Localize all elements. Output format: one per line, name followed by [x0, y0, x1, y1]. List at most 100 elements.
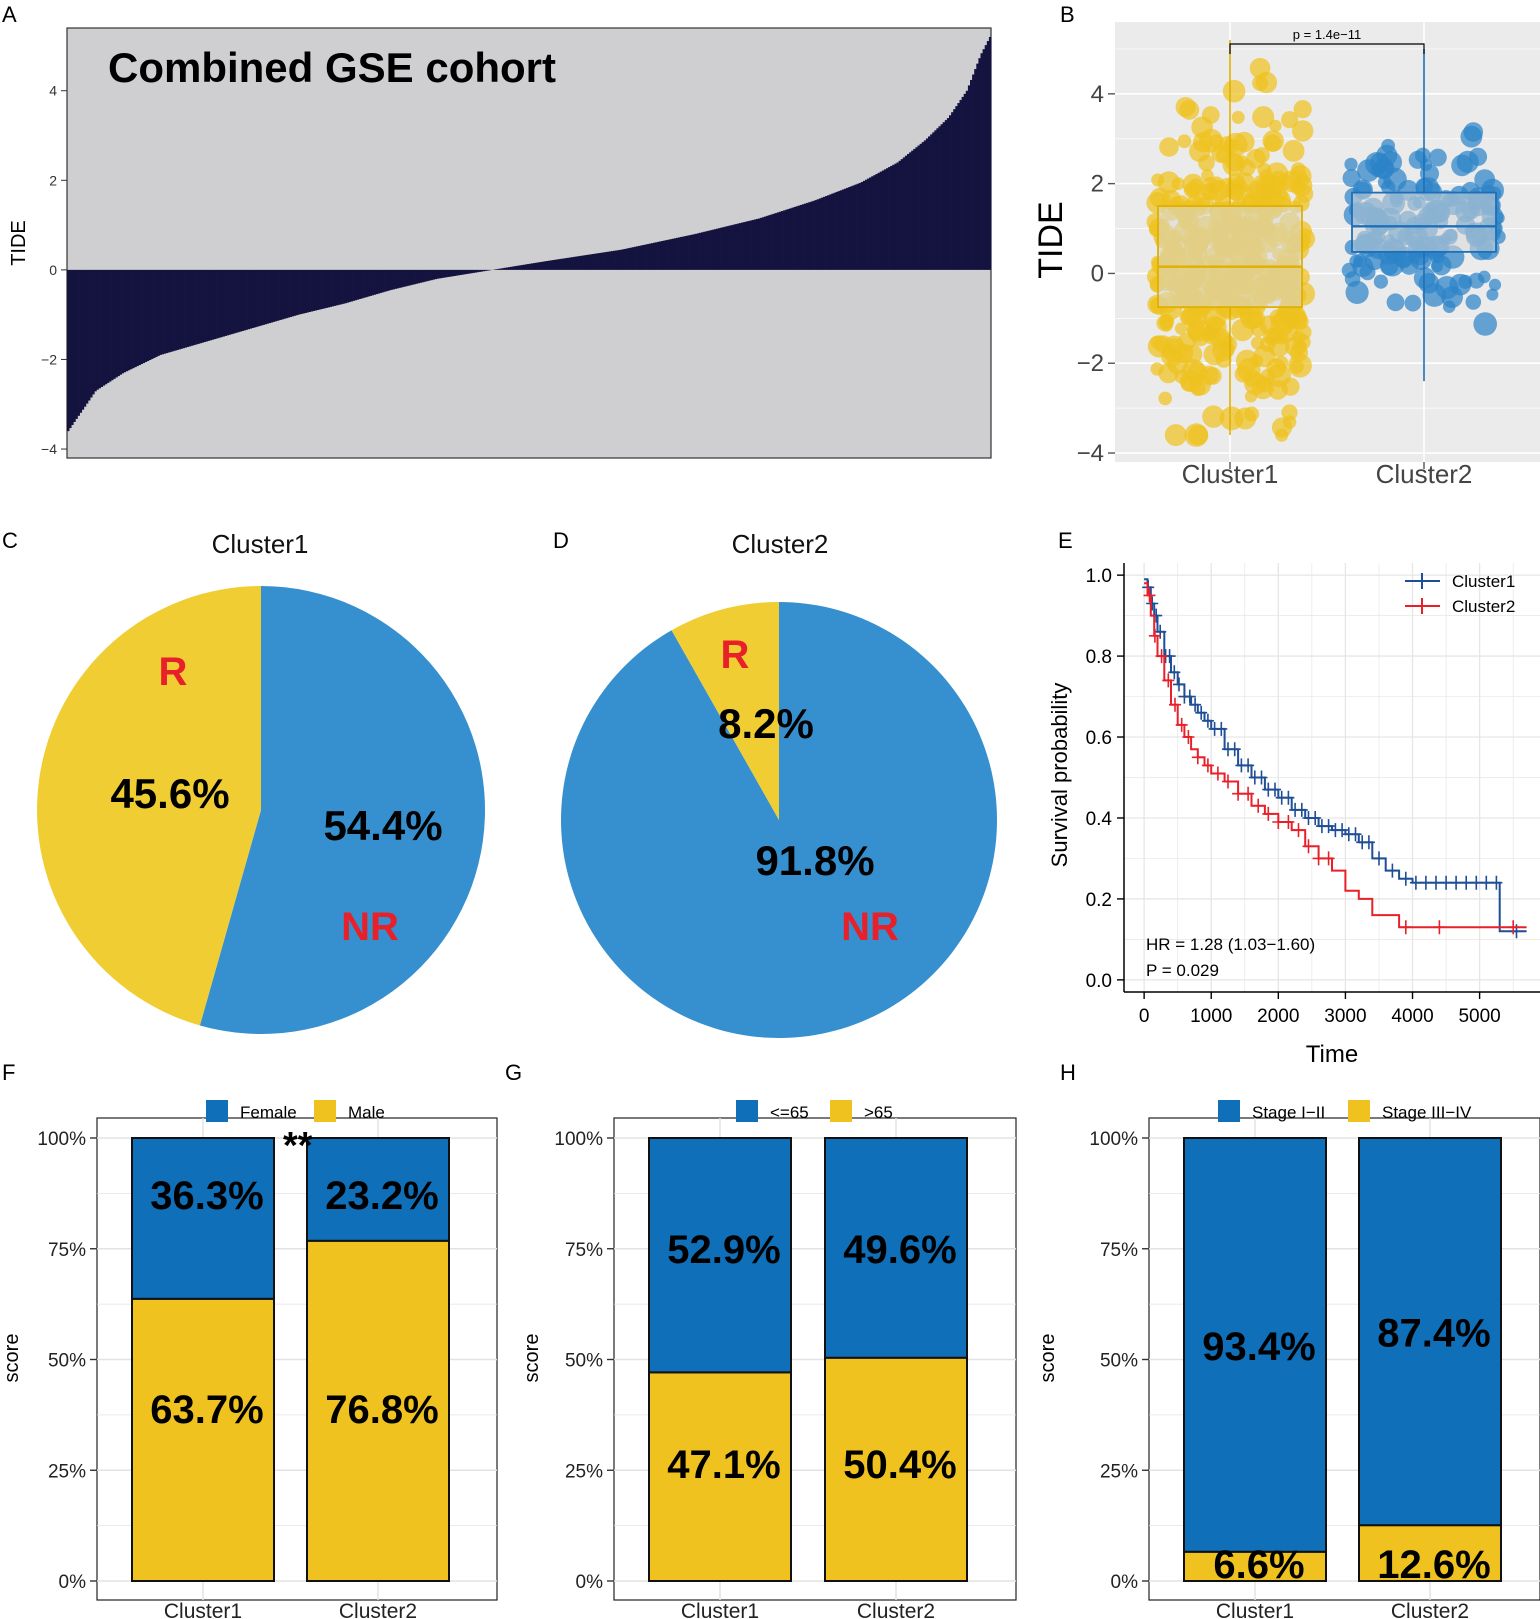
waterfall-bar	[71, 269, 74, 426]
waterfall-bar	[88, 269, 91, 401]
km-censor-mark	[1168, 665, 1181, 680]
stacked-bar-label: 93.4%	[1202, 1325, 1315, 1369]
waterfall-bar	[220, 269, 223, 338]
age-bars: 52.9% 47.1% 49.6% 50.4%	[648, 1137, 968, 1583]
boxplot-point-cluster1	[1243, 369, 1262, 388]
stacked-bar-Female	[306, 1137, 450, 1242]
waterfall-bar	[256, 269, 259, 327]
waterfall-bar	[442, 269, 446, 278]
waterfall-bar	[566, 257, 570, 270]
waterfall-bar	[539, 262, 542, 270]
stacked-y-tick-label: 100%	[1089, 1129, 1138, 1150]
waterfall-bar	[522, 264, 526, 270]
waterfall-bar	[575, 256, 578, 270]
waterfall-bar	[245, 269, 248, 330]
waterfall-bar	[94, 269, 97, 392]
waterfall-bar	[579, 255, 582, 270]
waterfall-bar	[100, 269, 104, 387]
km-censor-mark	[1373, 851, 1385, 866]
waterfall-bar	[585, 254, 589, 270]
waterfall-bar	[749, 220, 752, 270]
waterfall-bar	[478, 269, 482, 272]
waterfall-bar	[417, 269, 421, 284]
waterfall-bar	[900, 159, 904, 270]
waterfall-bar	[568, 257, 572, 270]
waterfall-bar	[468, 269, 471, 274]
waterfall-bar	[428, 269, 431, 281]
pie2-label-nr: NR	[841, 905, 899, 949]
survival-y-tick-label: 0.4	[1086, 809, 1113, 830]
pie-slice-r	[37, 586, 261, 1026]
km-censor-mark	[1146, 596, 1159, 611]
waterfall-bar	[810, 201, 813, 270]
boxplot-y-tick-label: −2	[1077, 350, 1104, 377]
pie2-label-r: R	[721, 633, 750, 677]
boxplot-y-tick-label: 0	[1091, 260, 1104, 287]
waterfall-bar	[556, 259, 559, 270]
waterfall-bar	[764, 216, 767, 270]
stacked-bar-Male	[131, 1297, 275, 1582]
waterfall-bar	[736, 223, 740, 270]
waterfall-bar	[405, 269, 408, 287]
waterfall-bar	[363, 269, 366, 298]
legend-label-age-old: >65	[864, 1103, 893, 1122]
stacked-bar-label: 87.4%	[1377, 1312, 1490, 1356]
stacked-y-tick-label: 100%	[37, 1129, 86, 1150]
waterfall-bar	[73, 269, 76, 422]
boxplot-point-cluster2	[1422, 283, 1447, 307]
waterfall-bar	[258, 269, 261, 327]
waterfall-bar	[411, 269, 414, 285]
waterfall-bar	[132, 269, 135, 369]
stage-bars: 93.4% 6.6% 87.4% 12.6%	[1183, 1137, 1502, 1587]
waterfall-bar	[852, 185, 855, 270]
waterfall-bar	[877, 172, 881, 270]
waterfall-bar	[524, 264, 528, 270]
waterfall-bar	[184, 269, 188, 348]
km-censor-mark	[1349, 827, 1362, 842]
pie-title-cluster1: Cluster1	[212, 529, 309, 559]
waterfall-bar	[337, 269, 341, 305]
boxplot-point-cluster1	[1199, 128, 1223, 153]
waterfall-bar	[516, 265, 519, 270]
survival-y-label: Survival probability	[1047, 683, 1072, 868]
waterfall-bar	[791, 207, 794, 270]
boxplot-point-cluster2	[1373, 274, 1388, 289]
km-censor-mark	[1269, 782, 1281, 797]
waterfall-bar	[923, 140, 927, 270]
waterfall-bar	[673, 238, 677, 270]
waterfall-bar	[514, 266, 517, 270]
waterfall-bar	[571, 257, 574, 270]
age-ticks: 0% 25% 50% 75% 100% Cluster1 Cluster2	[554, 1129, 935, 1619]
pie-label-nr: NR	[341, 905, 399, 949]
waterfall-bar	[85, 269, 89, 404]
waterfall-y-tick-label: 0	[49, 262, 57, 278]
waterfall-bar	[482, 269, 486, 272]
waterfall-bar	[552, 260, 555, 270]
waterfall-bar	[178, 269, 181, 350]
boxplot-point-cluster1	[1202, 405, 1225, 428]
waterfall-bar	[663, 240, 666, 270]
boxplot-point-cluster2	[1344, 271, 1361, 287]
boxplot-point-cluster2	[1357, 159, 1380, 182]
stacked-y-tick-label: 75%	[1100, 1240, 1138, 1261]
waterfall-bar	[77, 269, 80, 416]
pie-chart-cluster1: Cluster1 45.6% 54.4% R NR	[37, 529, 486, 1034]
waterfall-bar	[193, 269, 196, 346]
km-censor-mark	[1242, 786, 1255, 801]
stacked-y-tick-label: 75%	[48, 1240, 86, 1261]
panel-label-d: D	[553, 528, 569, 553]
waterfall-bar	[690, 234, 694, 270]
waterfall-bar	[384, 269, 387, 292]
waterfall-bar	[201, 269, 204, 343]
survival-y-tick-label: 0.6	[1086, 728, 1112, 749]
stacked-y-tick-label: 0%	[1111, 1572, 1139, 1593]
waterfall-bar	[703, 231, 706, 270]
waterfall-bars	[67, 36, 992, 432]
boxplot-point-cluster1	[1235, 349, 1259, 373]
waterfall-bar	[312, 269, 316, 311]
waterfall-bar	[199, 269, 202, 344]
waterfall-bar	[558, 259, 561, 270]
waterfall-bar	[291, 269, 295, 317]
km-censor-mark	[1195, 705, 1208, 720]
boxplot-point-cluster1	[1288, 353, 1312, 378]
